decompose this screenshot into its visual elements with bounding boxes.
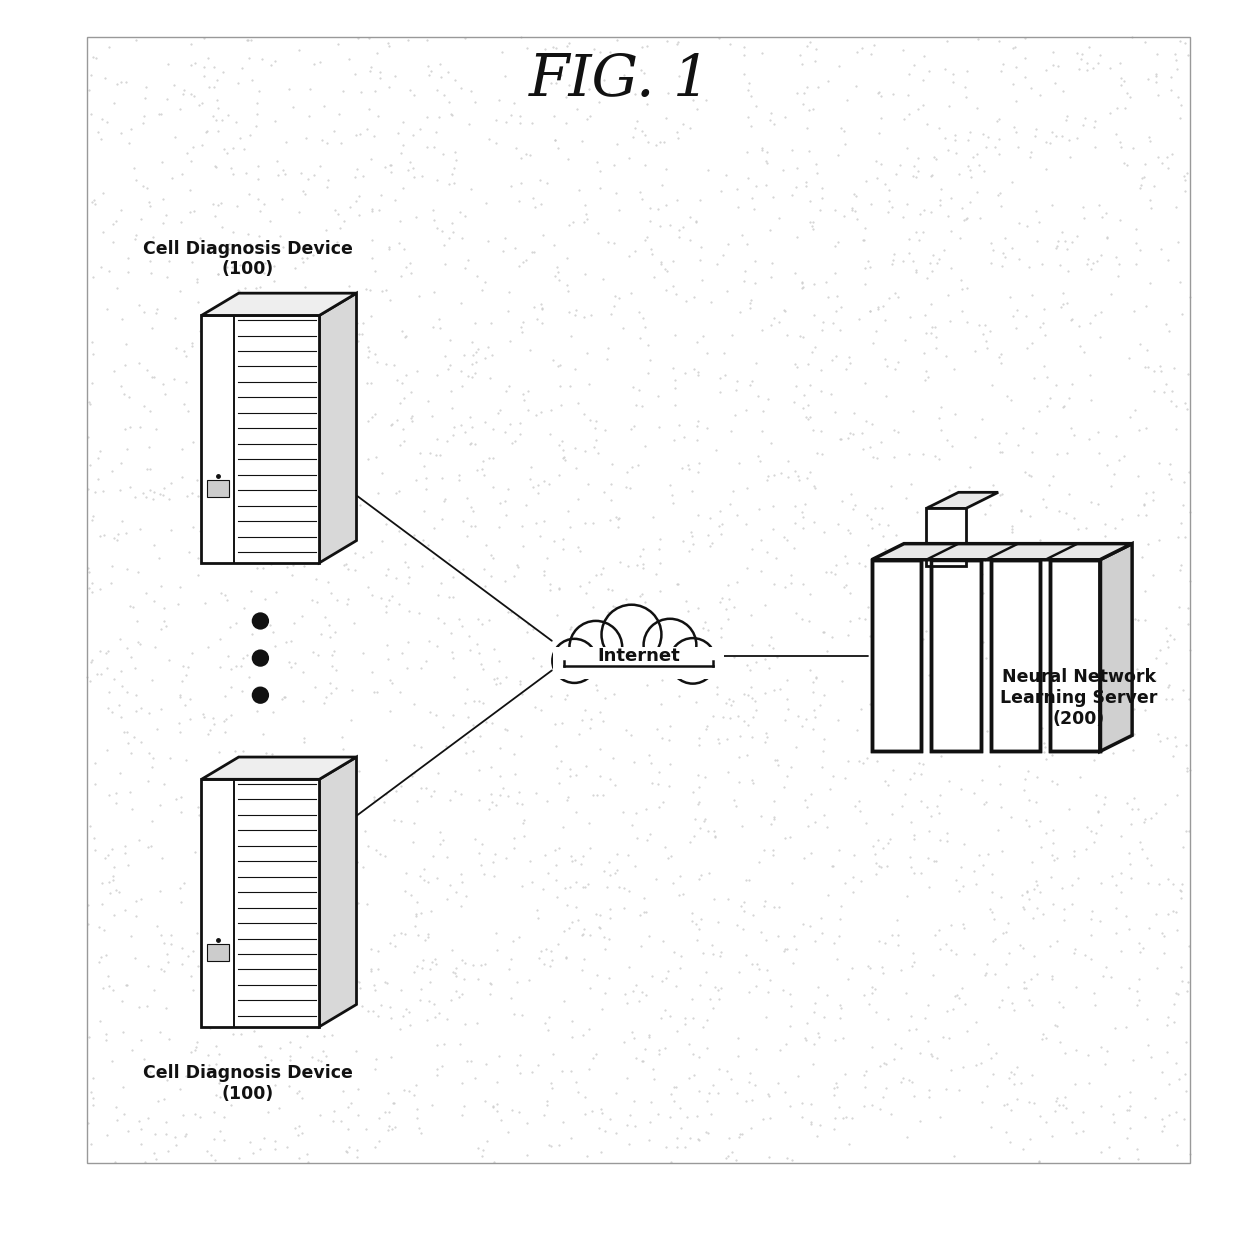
Polygon shape	[991, 560, 1040, 752]
Polygon shape	[320, 757, 357, 1027]
Polygon shape	[1050, 560, 1100, 752]
Circle shape	[569, 621, 622, 673]
Polygon shape	[872, 544, 1132, 560]
Polygon shape	[320, 293, 357, 563]
Circle shape	[644, 618, 697, 672]
Polygon shape	[1100, 544, 1132, 752]
Polygon shape	[926, 508, 966, 567]
Circle shape	[252, 687, 269, 704]
Polygon shape	[926, 492, 998, 508]
Circle shape	[601, 605, 661, 664]
Bar	[87, 37, 1190, 1163]
Text: FIG. 1: FIG. 1	[529, 52, 711, 109]
Bar	[207, 480, 228, 497]
Text: Neural Network
Learning Server
(200): Neural Network Learning Server (200)	[1001, 668, 1157, 727]
Polygon shape	[201, 315, 320, 563]
Polygon shape	[201, 779, 320, 1027]
Bar	[207, 944, 228, 961]
Polygon shape	[931, 560, 981, 752]
Text: Internet: Internet	[598, 647, 680, 664]
Bar	[560, 652, 717, 674]
Circle shape	[670, 638, 715, 684]
Text: Cell Diagnosis Device
(100): Cell Diagnosis Device (100)	[143, 240, 353, 278]
Polygon shape	[201, 293, 357, 315]
Circle shape	[252, 612, 269, 630]
Text: Cell Diagnosis Device
(100): Cell Diagnosis Device (100)	[143, 1064, 353, 1102]
Circle shape	[552, 638, 596, 683]
Polygon shape	[201, 757, 357, 779]
Polygon shape	[872, 560, 921, 752]
Bar	[553, 647, 724, 679]
Circle shape	[252, 649, 269, 667]
